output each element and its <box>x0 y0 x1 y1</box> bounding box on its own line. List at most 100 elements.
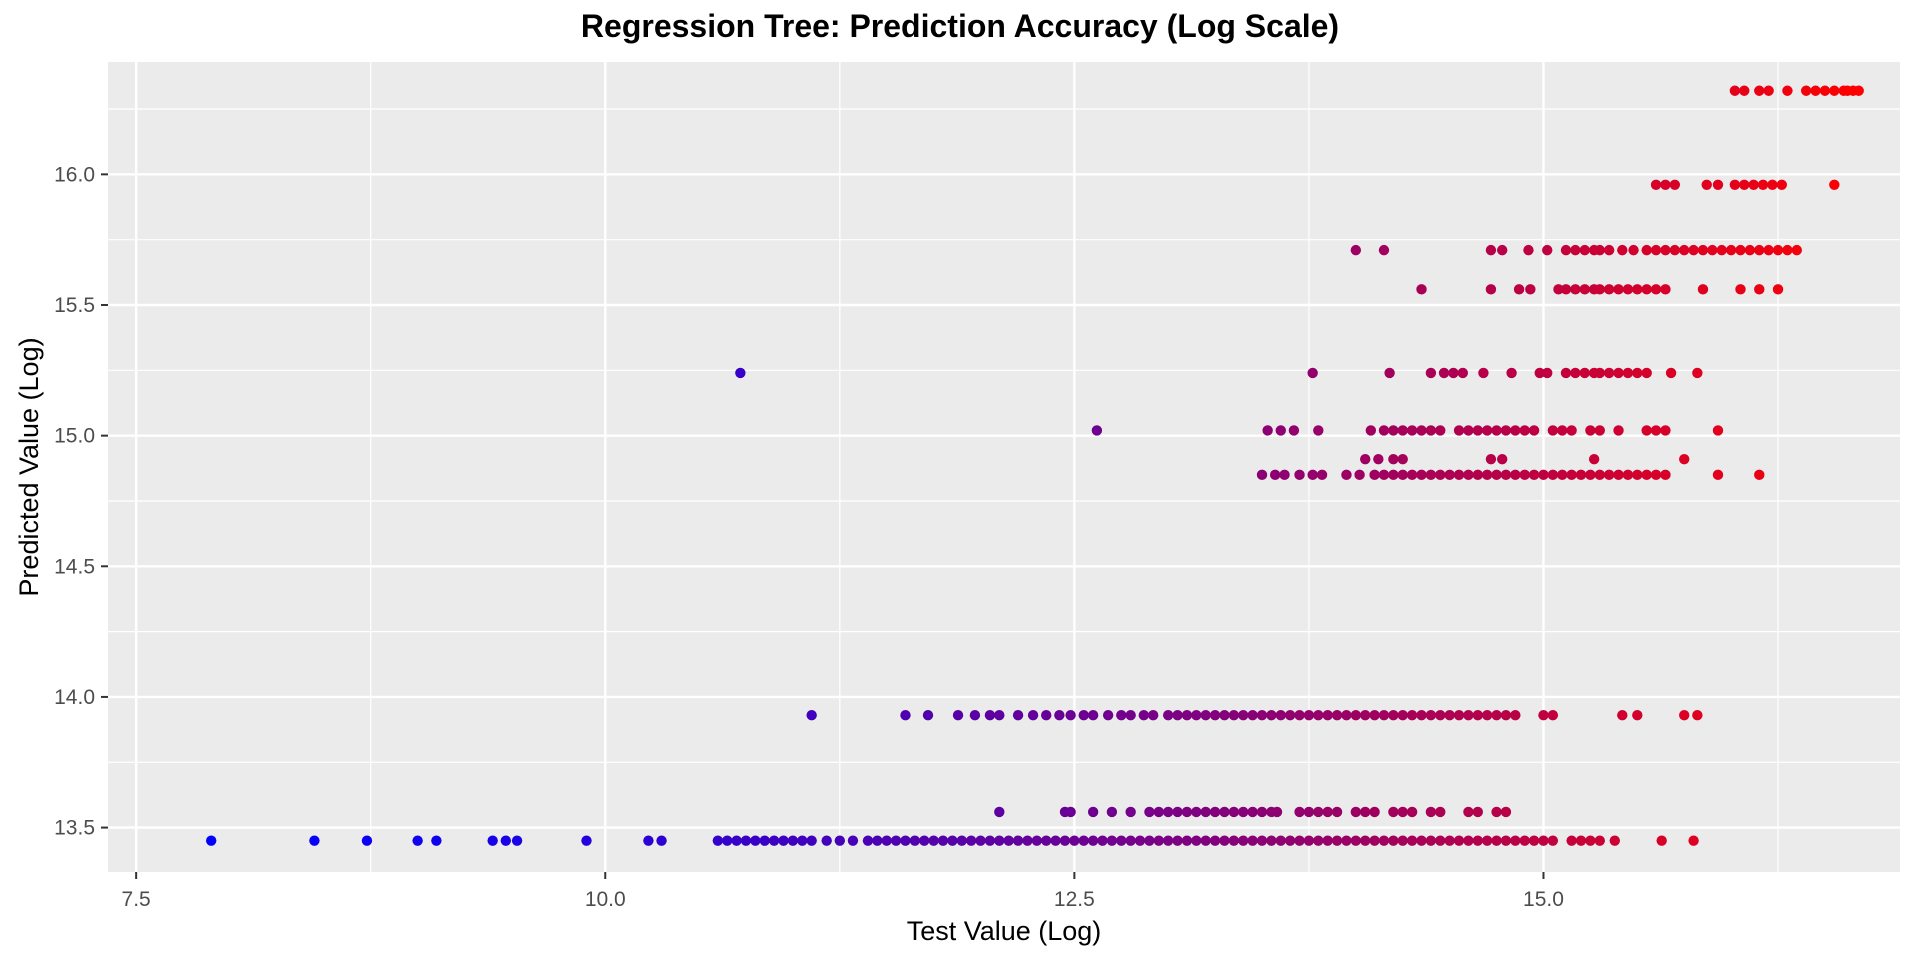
data-point <box>1782 85 1793 96</box>
data-point <box>1613 469 1624 481</box>
data-point <box>1275 835 1286 846</box>
data-point <box>1650 244 1662 256</box>
data-point <box>1054 710 1065 721</box>
data-point <box>412 835 423 846</box>
data-point <box>1350 806 1362 818</box>
data-point <box>1350 710 1362 721</box>
data-point <box>1660 425 1671 436</box>
data-point <box>847 835 859 846</box>
data-point <box>1800 85 1812 96</box>
data-point <box>1641 244 1652 256</box>
minor-gridlines <box>108 62 1900 872</box>
data-points <box>206 85 1864 846</box>
data-point <box>1772 284 1784 295</box>
data-point <box>821 835 832 846</box>
data-point <box>1134 835 1146 846</box>
data-point <box>1397 806 1408 818</box>
data-point <box>1712 179 1724 191</box>
data-point <box>1087 806 1099 818</box>
data-point <box>1650 179 1662 191</box>
data-point <box>1613 367 1624 379</box>
data-point <box>1125 835 1136 846</box>
data-point <box>1181 806 1193 818</box>
data-point <box>1453 710 1465 721</box>
data-point <box>1542 244 1553 256</box>
data-point <box>1378 710 1390 721</box>
data-point <box>1069 835 1080 846</box>
data-point <box>1106 806 1118 818</box>
data-point <box>740 835 752 846</box>
data-point <box>1632 469 1643 481</box>
data-point <box>1181 710 1193 721</box>
data-point <box>1560 284 1572 295</box>
data-point <box>1378 469 1390 481</box>
data-point <box>1500 425 1512 436</box>
data-point <box>1294 806 1305 818</box>
data-point <box>1679 710 1690 721</box>
data-point <box>1632 710 1643 721</box>
data-point <box>1078 710 1089 721</box>
x-tick-label: 12.5 <box>1054 888 1095 911</box>
data-point <box>1754 244 1765 256</box>
data-point <box>1754 469 1765 481</box>
data-point <box>656 835 667 846</box>
data-point <box>1262 425 1273 436</box>
data-point <box>1632 367 1643 379</box>
data-point <box>1481 710 1493 721</box>
data-point <box>1373 453 1384 465</box>
data-point <box>1435 806 1446 818</box>
data-point <box>1579 367 1590 379</box>
data-point <box>1716 244 1727 256</box>
data-point <box>1594 835 1605 846</box>
data-point <box>731 835 742 846</box>
data-point <box>1275 710 1286 721</box>
data-point <box>975 835 986 846</box>
data-point <box>1435 425 1446 436</box>
data-point <box>1712 425 1724 436</box>
data-point <box>1603 367 1615 379</box>
data-point <box>1369 835 1380 846</box>
data-point <box>1819 85 1831 96</box>
data-point <box>1622 367 1634 379</box>
data-point <box>872 835 883 846</box>
data-point <box>1138 710 1149 721</box>
data-point <box>1331 710 1343 721</box>
y-tick-label: 16.0 <box>54 163 95 186</box>
data-point <box>922 710 934 721</box>
data-point <box>1284 835 1296 846</box>
data-point <box>1650 284 1662 295</box>
data-point <box>1617 710 1628 721</box>
data-point <box>1712 469 1724 481</box>
data-point <box>900 835 911 846</box>
y-axis-ticks: 13.5 14.0 14.5 15.0 15.5 16.0 <box>54 163 108 840</box>
data-point <box>1116 710 1127 721</box>
data-point <box>1829 179 1840 191</box>
plot-panel <box>108 62 1900 872</box>
data-point <box>1316 469 1328 481</box>
data-point <box>1557 425 1568 436</box>
data-point <box>1669 179 1681 191</box>
data-point <box>956 835 967 846</box>
data-point <box>1313 710 1324 721</box>
data-point <box>768 835 780 846</box>
data-point <box>1041 710 1052 721</box>
data-point <box>1378 244 1390 256</box>
data-point <box>1425 835 1437 846</box>
data-point <box>1697 284 1709 295</box>
data-point <box>1472 806 1484 818</box>
data-point <box>1538 710 1549 721</box>
data-point <box>1579 244 1590 256</box>
data-point <box>1144 835 1155 846</box>
data-point <box>1538 469 1549 481</box>
data-point <box>1388 835 1399 846</box>
data-point <box>1853 85 1864 96</box>
data-point <box>1575 835 1587 846</box>
data-point <box>1679 244 1690 256</box>
data-point <box>1303 835 1315 846</box>
data-point <box>1463 425 1474 436</box>
data-point <box>1416 469 1427 481</box>
data-point <box>1102 710 1114 721</box>
data-point <box>1256 469 1268 481</box>
data-point <box>500 835 512 846</box>
data-point <box>1496 244 1508 256</box>
